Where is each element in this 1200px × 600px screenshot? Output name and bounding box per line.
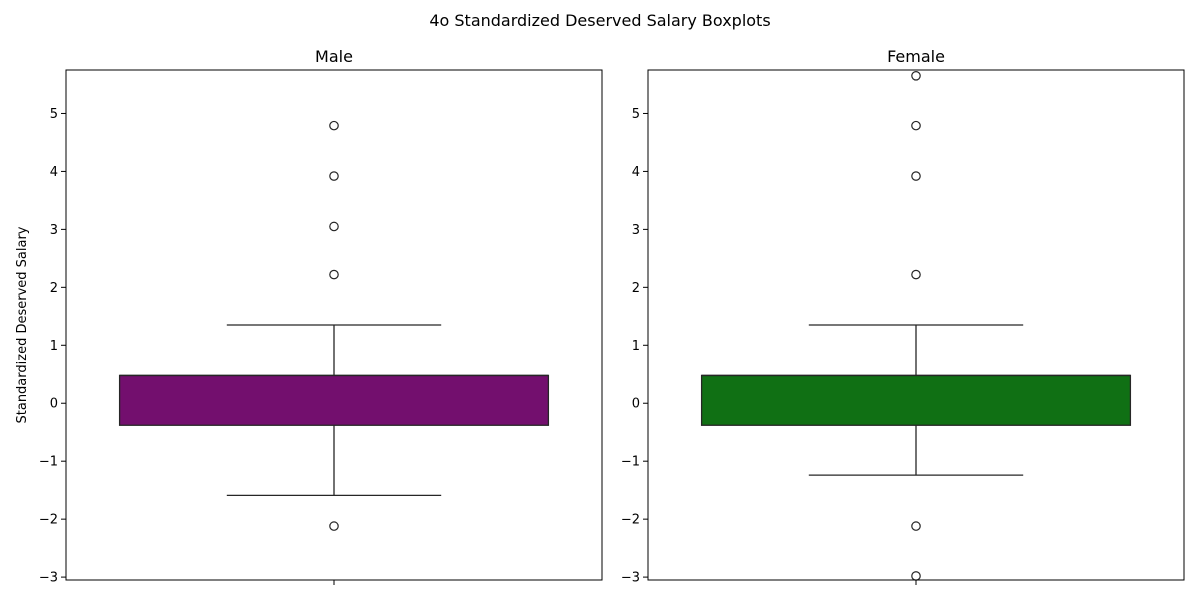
outlier-point [911,571,921,581]
outlier-point [911,269,921,280]
axes-male: Male −3 −2 −1 0 1 2 3 4 5 Standardized Deserved Sa… [15,47,603,586]
outlier-point [329,221,339,232]
outlier-point [329,269,339,280]
y-tick-label: 5 [50,107,58,122]
y-tick-label: 3 [50,223,58,238]
y-tick-label: 1 [632,339,640,354]
y-tick-label: 0 [632,397,640,412]
y-tick-label: 0 [50,397,58,412]
y-tick-label: 1 [50,339,58,354]
outlier-point [329,521,339,531]
y-tick-label: −1 [621,455,640,470]
axes-title: Male [315,47,353,66]
outlier-point [911,521,921,531]
outlier-point [329,171,339,181]
y-tick-label: 2 [50,281,58,296]
y-tick-label: −3 [39,571,58,586]
axes-frame [647,69,1185,581]
axes-female: Female −3 −2 −1 0 1 2 3 4 5 [621,47,1185,586]
axes-container: Male −3 −2 −1 0 1 2 3 4 5 Standardized Deserved Sa… [15,47,1185,586]
y-tick-label: −3 [621,571,640,586]
outlier-point [329,120,339,131]
y-tick-label: 4 [50,165,58,180]
box-iqr [118,374,550,426]
y-tick-label: 2 [632,281,640,296]
y-tick-label: −2 [621,513,640,528]
axes-frame [65,69,603,581]
figure-title: 4o Standardized Deserved Salary Boxplots [429,11,770,30]
y-tick-label: 4 [632,165,640,180]
y-tick-label: 3 [632,223,640,238]
y-tick-label: −2 [39,513,58,528]
outlier-point [911,171,921,181]
y-tick-label: −1 [39,455,58,470]
y-tick-label: 5 [632,107,640,122]
outlier-point [911,70,921,81]
box-iqr [700,374,1132,426]
axes-title: Female [887,47,945,66]
y-axis-label: Standardized Deserved Salary [15,226,30,423]
outlier-point [911,120,921,131]
